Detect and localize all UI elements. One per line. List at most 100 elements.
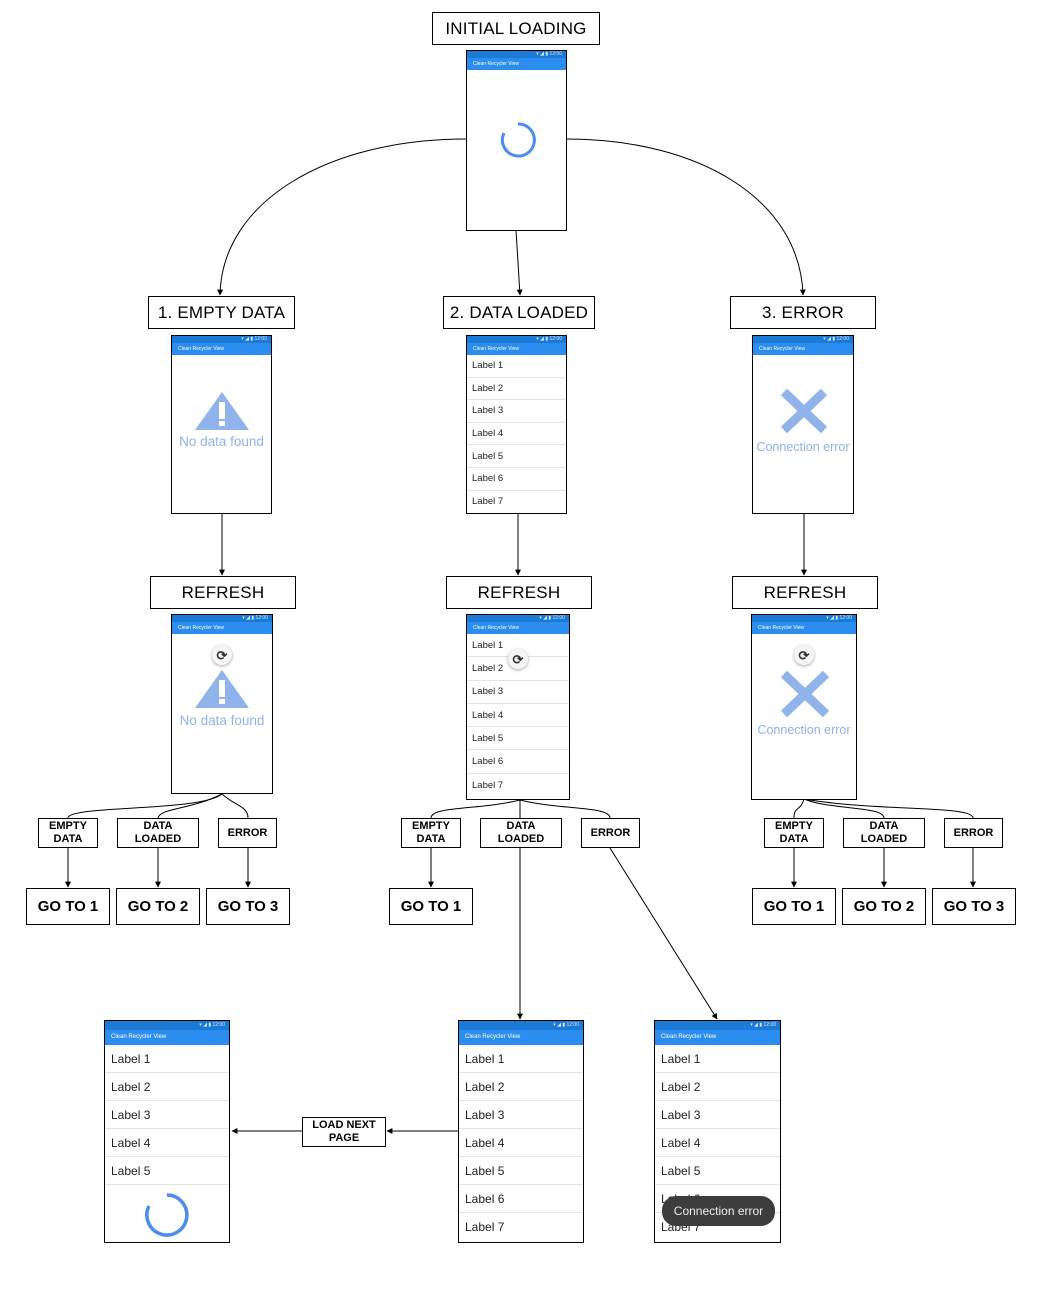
status-bar: ▾ ◢ ▮ 12:00 [467,336,566,343]
edge-r1-loaded [157,793,223,819]
status-bar: ▾ ◢ ▮ 12:00 [172,615,272,622]
warning-triangle-icon [195,670,249,708]
list-item[interactable]: Label 3 [105,1101,229,1129]
list-item[interactable]: Label 7 [465,1220,505,1234]
empty-data-label: 1. EMPTY DATA [148,296,295,329]
refresh-label-3: REFRESH [732,576,878,609]
initial-loading-label: INITIAL LOADING [432,12,600,45]
edge-r3-loaded [803,798,885,819]
list-item[interactable]: Label 5 [459,1157,583,1185]
app-bar-title: Clean Recycler View [172,622,272,634]
phone-empty-data: ▾ ◢ ▮ 12:00 Clean Recycler View No data … [171,335,272,514]
list-item[interactable]: Label 4 [459,1129,583,1157]
phone-loading-next-page: ▾ ◢ ▮ 12:00 Clean Recycler View Label 1 … [104,1020,230,1243]
app-bar-title: Clean Recycler View [467,622,569,634]
list-item[interactable]: Label 5 [467,445,566,468]
edge-error-to-toast [609,847,718,1020]
list-item[interactable]: Label 6 [467,750,569,774]
edge-r1-error [221,793,249,819]
status-bar: ▾ ◢ ▮ 12:00 [753,336,853,343]
refresh-label-2: REFRESH [446,576,592,609]
status-bar: ▾ ◢ ▮ 12:00 [459,1021,583,1030]
list-item[interactable]: Label 1 [655,1045,780,1073]
loading-spinner-icon [500,122,536,158]
list-item[interactable]: Label 3 [467,400,566,423]
refresh-icon: ⟳ [794,645,814,665]
list-item[interactable]: Label 4 [655,1129,780,1157]
list-item[interactable]: Label 2 [459,1073,583,1101]
go-to-1: GO TO 1 [26,888,110,925]
list-item[interactable]: Label 5 [105,1157,229,1185]
edge-r3-empty [793,798,805,819]
status-bar: ▾ ◢ ▮ 12:00 [172,336,271,343]
outcome-data-loaded: DATA LOADED [843,818,925,848]
list-item[interactable]: Label 3 [459,1101,583,1129]
list-item[interactable]: Label 2 [655,1073,780,1101]
outcome-error: ERROR [218,818,277,848]
connection-error-toast: Connection error [662,1196,775,1226]
phone-error: ▾ ◢ ▮ 12:00 Clean Recycler View Connecti… [752,335,854,514]
no-data-message: No data found [179,713,265,728]
list-item[interactable]: Label 5 [467,727,569,751]
list: Label 1 Label 2 Label 3 Label 4 Label 5 [105,1045,229,1185]
phone-refresh-loaded: ▾ ◢ ▮ 12:00 Clean Recycler View Label 1 … [466,614,570,800]
list-item[interactable]: Label 2 [105,1073,229,1101]
loading-spinner-icon [145,1193,189,1237]
list-item[interactable]: Label 1 [459,1045,583,1073]
edge-r1-empty [67,793,223,819]
list-item[interactable]: Label 1 [105,1045,229,1073]
phone-full-list: ▾ ◢ ▮ 12:00 Clean Recycler View Label 1 … [458,1020,584,1243]
list: Label 1 Label 2 Label 3 Label 4 Label 5 … [467,355,566,513]
list-item[interactable]: Label 3 [467,681,569,704]
refresh-icon: ⟳ [212,645,232,665]
edge-initial-to-loaded [515,229,523,296]
edge-r2-empty [430,799,521,819]
app-bar-title: Clean Recycler View [105,1030,229,1045]
list-item[interactable]: Label 1 [467,355,566,378]
status-bar: ▾ ◢ ▮ 12:00 [655,1021,780,1030]
list-item[interactable]: Label 4 [105,1129,229,1157]
list-item[interactable]: Label 6 [467,468,566,491]
go-to-3: GO TO 3 [206,888,290,925]
app-bar-title: Clean Recycler View [467,58,566,70]
outcome-data-loaded: DATA LOADED [480,818,562,848]
go-to-2: GO TO 2 [842,888,926,925]
connection-error-message: Connection error [756,440,850,454]
phone-refresh-error: ▾ ◢ ▮ 12:00 Clean Recycler View Connecti… [751,614,857,800]
no-data-message: No data found [179,434,264,449]
refresh-icon: ⟳ [508,649,528,669]
error-label: 3. ERROR [730,296,876,329]
outcome-error: ERROR [944,818,1003,848]
go-to-1: GO TO 1 [389,888,473,925]
list-item[interactable]: Label 4 [467,704,569,728]
status-bar: ▾ ◢ ▮ 12:00 [467,615,569,622]
list-item[interactable]: Label 7 [472,496,504,508]
refresh-label-1: REFRESH [150,576,296,609]
phone-data-loaded: ▾ ◢ ▮ 12:00 Clean Recycler View Label 1 … [466,335,567,514]
x-cross-icon [780,670,830,718]
x-cross-icon [780,388,828,434]
edge-r2-error [519,799,611,819]
status-bar: ▾ ◢ ▮ 12:00 [467,51,566,58]
list-item[interactable]: Label 2 [467,657,569,681]
edge-r3-error [803,798,974,819]
status-bar: ▾ ◢ ▮ 12:00 [752,615,856,622]
go-to-2: GO TO 2 [116,888,200,925]
list-item[interactable]: Label 4 [467,423,566,446]
list-item[interactable]: Label 3 [655,1101,780,1129]
list-item[interactable]: Label 5 [655,1157,780,1185]
app-bar-title: Clean Recycler View [752,622,856,634]
list: Label 1 Label 2 Label 3 Label 4 Label 5 … [459,1045,583,1241]
outcome-empty-data: EMPTY DATA [38,818,98,848]
app-bar-title: Clean Recycler View [467,343,566,355]
list-item[interactable]: Label 6 [459,1185,583,1213]
phone-initial-loading: ▾ ◢ ▮ 12:00 Clean Recycler View [466,50,567,231]
warning-triangle-icon [195,392,249,430]
load-next-page-label: LOAD NEXT PAGE [302,1117,386,1147]
app-bar-title: Clean Recycler View [172,343,271,355]
list-item[interactable]: Label 7 [472,779,504,791]
app-bar-title: Clean Recycler View [655,1030,780,1045]
list-item[interactable]: Label 2 [467,378,566,401]
status-bar: ▾ ◢ ▮ 12:00 [105,1021,229,1030]
